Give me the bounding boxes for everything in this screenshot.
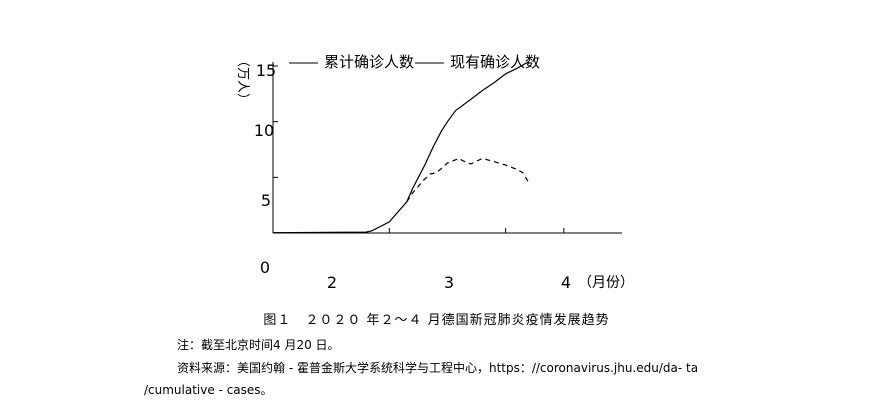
x-tick-label: 2: [327, 273, 337, 292]
data-source: 资料来源：美国约翰 - 霍普金斯大学系统科学与工程中心，https：//coro…: [177, 361, 699, 375]
data-source-continued: /cumulative - cases。: [144, 383, 273, 397]
figure-note: 注：截至北京时间4 月20 日。: [177, 338, 340, 352]
legend-label: 现有确诊人数: [450, 53, 540, 71]
line-chart: 0 5 10 15 2 3 4 （月份） （万人） 累计确诊人数 现有确诊人数: [235, 53, 634, 292]
series-line-2: [406, 157, 530, 203]
y-tick-label: 15: [256, 61, 276, 80]
figure-caption: 图１ ２０２０ 年２～４ 月德国新冠肺炎疫情发展趋势: [263, 313, 610, 328]
legend-label: 累计确诊人数: [324, 53, 414, 71]
series-line-1: [272, 60, 530, 234]
y-axis-label: （万人）: [235, 54, 250, 106]
y-tick-label: 0: [260, 258, 270, 277]
y-tick-label: 5: [261, 191, 271, 210]
x-tick-label: 4: [561, 273, 571, 292]
x-tick-label: 3: [444, 273, 454, 292]
x-axis-unit: （月份）: [578, 275, 634, 291]
y-tick-label: 10: [254, 121, 274, 140]
